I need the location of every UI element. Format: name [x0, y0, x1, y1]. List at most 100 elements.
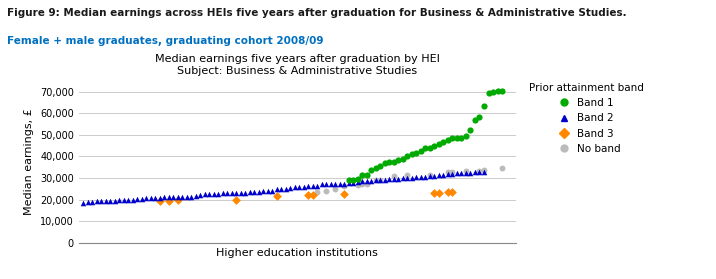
Point [379, 161, 391, 165]
Point [442, 138, 454, 142]
Point [266, 188, 278, 193]
Point [150, 196, 161, 200]
Point [109, 199, 120, 203]
Point [145, 196, 157, 201]
Point [447, 136, 458, 141]
Point [105, 199, 116, 203]
Point [114, 198, 125, 203]
Point [271, 187, 283, 191]
Point [478, 168, 490, 172]
Point [488, 90, 499, 94]
Point [343, 178, 354, 182]
Point [460, 169, 472, 174]
Point [357, 173, 368, 177]
Point [402, 173, 413, 177]
Point [465, 128, 476, 133]
Point [244, 190, 256, 195]
Point [163, 195, 175, 199]
Point [474, 169, 485, 173]
Point [352, 180, 364, 184]
Point [366, 179, 377, 183]
Point [177, 194, 188, 199]
Point [474, 115, 485, 120]
Point [253, 189, 265, 194]
Point [136, 197, 147, 201]
Point [118, 198, 130, 203]
Point [361, 179, 372, 183]
Point [348, 181, 359, 185]
Point [447, 169, 458, 174]
Point [280, 186, 291, 191]
Point [492, 89, 503, 94]
Point [460, 133, 472, 138]
Point [429, 144, 440, 148]
Point [397, 157, 409, 161]
Point [392, 158, 404, 162]
Point [231, 198, 242, 203]
Point [374, 164, 386, 168]
Point [429, 191, 440, 196]
Point [303, 184, 314, 189]
Point [307, 193, 319, 197]
X-axis label: Higher education institutions: Higher education institutions [216, 248, 378, 258]
Point [343, 181, 354, 186]
Point [442, 170, 454, 174]
Point [339, 181, 350, 186]
Point [132, 197, 143, 201]
Point [321, 189, 332, 193]
Point [483, 91, 494, 95]
Point [222, 191, 233, 196]
Point [437, 173, 449, 177]
Legend: Band 1, Band 2, Band 3, No band: Band 1, Band 2, Band 3, No band [529, 83, 644, 154]
Point [307, 184, 319, 188]
Y-axis label: Median earnings, £: Median earnings, £ [24, 109, 34, 215]
Point [289, 185, 301, 189]
Point [361, 172, 372, 177]
Point [447, 189, 458, 194]
Point [172, 198, 183, 203]
Point [388, 159, 400, 164]
Point [258, 189, 269, 194]
Point [384, 176, 395, 181]
Point [122, 198, 134, 202]
Point [325, 182, 337, 186]
Point [195, 193, 206, 197]
Point [82, 200, 94, 205]
Point [420, 175, 431, 179]
Point [478, 104, 490, 109]
Point [370, 178, 382, 182]
Point [329, 187, 341, 191]
Point [311, 184, 323, 188]
Point [271, 194, 283, 198]
Point [411, 151, 422, 156]
Title: Median earnings five years after graduation by HEI
Subject: Business & Administr: Median earnings five years after graduat… [155, 54, 440, 76]
Point [311, 190, 323, 195]
Point [262, 189, 274, 193]
Point [496, 166, 508, 170]
Point [303, 193, 314, 198]
Point [329, 182, 341, 186]
Point [321, 182, 332, 186]
Point [379, 178, 391, 182]
Point [181, 194, 193, 199]
Point [231, 191, 242, 195]
Point [140, 196, 152, 201]
Point [154, 196, 165, 200]
Point [370, 178, 382, 183]
Point [374, 178, 386, 182]
Point [226, 191, 238, 195]
Point [91, 199, 102, 204]
Point [469, 170, 480, 175]
Point [496, 88, 508, 93]
Point [425, 145, 436, 150]
Point [469, 118, 480, 123]
Point [163, 199, 175, 204]
Point [384, 160, 395, 164]
Point [433, 142, 445, 147]
Point [339, 184, 350, 188]
Point [348, 177, 359, 182]
Point [352, 177, 364, 181]
Point [77, 200, 89, 205]
Point [465, 170, 476, 175]
Point [447, 172, 458, 176]
